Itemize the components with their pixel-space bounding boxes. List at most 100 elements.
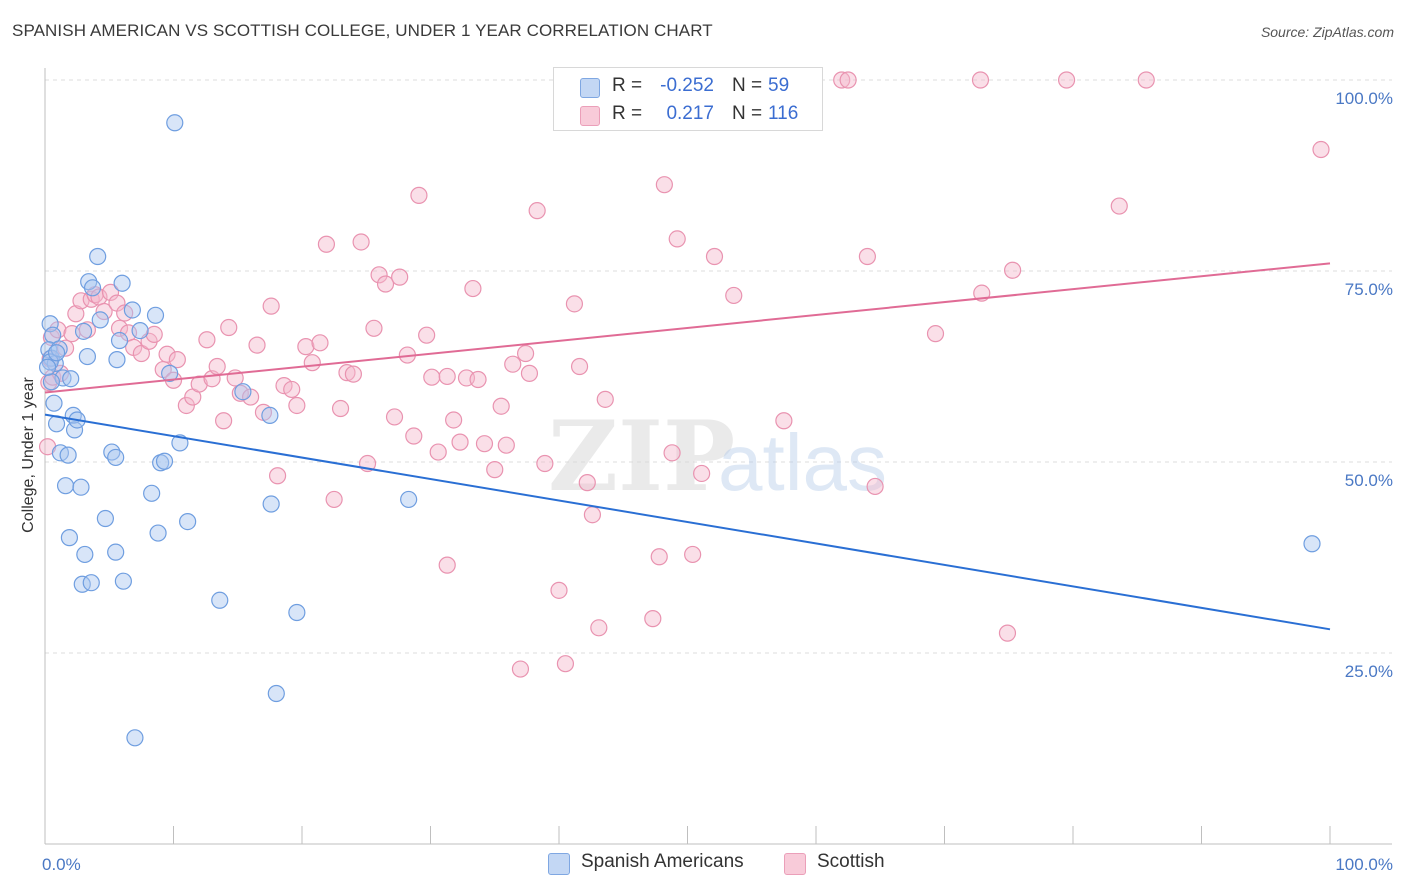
scottish-point [303, 354, 321, 372]
scottish-point [516, 344, 535, 363]
scottish-point [208, 357, 226, 376]
spanish-american-point [149, 524, 167, 542]
scottish-point [1312, 140, 1330, 159]
spanish-american-point [74, 322, 93, 340]
scottish-point [583, 506, 602, 524]
scottish-point [317, 235, 336, 253]
spanish-american-point [161, 364, 179, 382]
spanish-american-point [56, 477, 75, 495]
scottish-point [998, 624, 1017, 642]
scottish-point [650, 548, 668, 566]
scottish-point [268, 467, 287, 485]
scottish-point [565, 295, 584, 313]
scottish-point [536, 454, 554, 473]
spanish-american-point [65, 421, 84, 439]
scottish-point [596, 390, 614, 408]
correlation-legend: R = -0.252 N = 59 R = 0.217 N = 116 [553, 67, 823, 131]
watermark: ZIP atlas [548, 400, 887, 513]
scottish-point [705, 247, 724, 266]
scottish-point [423, 368, 441, 386]
scottish-point [67, 305, 85, 323]
scottish-point [405, 427, 423, 445]
scottish-point [445, 411, 463, 429]
spanish-american-trend-line [44, 413, 1331, 631]
spanish-american-point [143, 484, 161, 502]
scottish-point [464, 279, 482, 298]
scottish-point [158, 345, 176, 363]
scottish-point [344, 365, 362, 383]
scottish-point [663, 444, 681, 462]
spanish-american-point [42, 373, 61, 391]
scottish-point [1004, 261, 1022, 279]
scottish-point [101, 283, 120, 301]
series-swatch-blue [548, 853, 570, 875]
scottish-point [391, 268, 409, 286]
scottish-point [520, 364, 539, 382]
scottish-point [132, 344, 150, 363]
spanish-american-point [82, 574, 100, 592]
series-label-scottish: Scottish [817, 851, 885, 872]
series-swatch-pink [784, 853, 806, 875]
y-tick-label: 75.0% [1345, 280, 1393, 299]
spanish-american-point [166, 114, 184, 132]
scottish-point [275, 377, 293, 395]
watermark-zip: ZIP [548, 400, 735, 513]
legend-swatch-blue [580, 78, 600, 98]
scottish-point [590, 619, 608, 637]
scottish-trend-line [44, 262, 1331, 394]
y-tick-label: 50.0% [1345, 471, 1393, 490]
scottish-point [198, 331, 216, 349]
scottish-point [438, 556, 456, 574]
spanish-american-point [83, 279, 102, 297]
scottish-point [338, 364, 356, 382]
spanish-american-point [261, 406, 279, 424]
scottish-point [288, 396, 306, 415]
watermark-atlas: atlas [718, 418, 887, 507]
scottish-point [311, 334, 329, 352]
scottish-point [376, 275, 395, 293]
spanish-american-point [288, 603, 306, 622]
scottish-point [556, 655, 575, 673]
scottish-point [385, 408, 404, 426]
scottish-point [95, 302, 113, 321]
spanish-american-point [91, 311, 109, 329]
spanish-american-point [126, 729, 144, 747]
scottish-point [511, 660, 530, 678]
spanish-american-point [96, 509, 114, 528]
spanish-american-point [211, 591, 229, 609]
x-tick-label-min: 0.0% [42, 855, 81, 874]
scottish-point [684, 545, 702, 564]
scottish-point [492, 397, 510, 415]
spanish-american-point [262, 495, 280, 513]
spanish-american-point [108, 351, 126, 369]
spanish-american-point [155, 452, 174, 470]
legend-row-spanish-americans: R = -0.252 N = 59 [554, 72, 822, 100]
spanish-american-point [1303, 535, 1321, 553]
x-tick-label-max: 100.0% [1335, 855, 1393, 874]
scottish-point [325, 490, 343, 509]
scottish-point [866, 477, 884, 496]
spanish-american-point [45, 394, 63, 412]
y-tick-labels: 25.0% 50.0% 75.0% 100.0% [1335, 89, 1393, 681]
scottish-point [570, 357, 589, 376]
scottish-point [410, 186, 428, 204]
scottish-point [1137, 71, 1155, 89]
legend-n-label: N = [732, 103, 763, 124]
spanish-american-point [72, 478, 90, 496]
scottish-point [528, 202, 546, 220]
scottish-point [220, 318, 238, 337]
scottish-point [497, 436, 515, 454]
legend-row-scottish: R = 0.217 N = 116 [554, 100, 822, 128]
scottish-point [418, 326, 436, 344]
y-tick-label: 25.0% [1345, 662, 1393, 681]
spanish-american-point [400, 490, 418, 509]
y-axis-title: College, Under 1 year [20, 377, 37, 533]
scottish-point [775, 412, 793, 430]
spanish-american-point [146, 306, 165, 324]
source-credit: Source: ZipAtlas.com [1260, 24, 1394, 40]
scottish-point [297, 338, 315, 356]
scottish-point [352, 233, 370, 251]
scottish-point [370, 266, 388, 284]
legend-r-label: R = [612, 75, 643, 96]
spanish-american-point [113, 274, 131, 292]
